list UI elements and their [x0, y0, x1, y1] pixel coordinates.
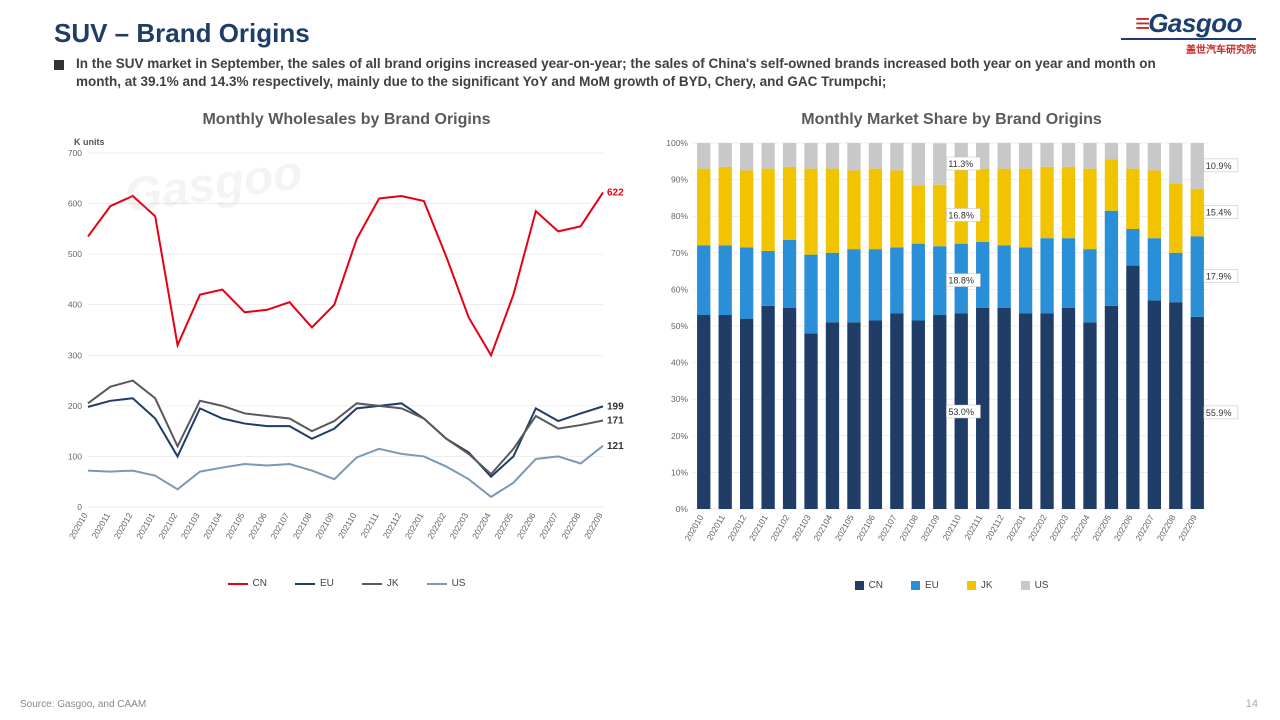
svg-text:202206: 202206 [1112, 513, 1135, 543]
svg-text:80%: 80% [671, 212, 688, 222]
svg-text:202107: 202107 [876, 513, 899, 543]
svg-text:171: 171 [607, 416, 624, 427]
svg-text:100%: 100% [666, 138, 688, 148]
svg-text:202012: 202012 [726, 513, 749, 543]
svg-text:202110: 202110 [940, 513, 963, 542]
svg-text:15.4%: 15.4% [1206, 208, 1232, 218]
svg-text:202109: 202109 [919, 513, 942, 543]
svg-text:60%: 60% [671, 285, 688, 295]
svg-text:202102: 202102 [156, 511, 179, 541]
svg-text:202201: 202201 [403, 511, 426, 541]
svg-text:20%: 20% [671, 431, 688, 441]
svg-text:202106: 202106 [246, 511, 269, 541]
svg-text:202202: 202202 [1026, 513, 1049, 543]
svg-text:600: 600 [68, 199, 82, 209]
svg-text:202011: 202011 [704, 513, 727, 542]
footer-source: Source: Gasgoo, and CAAM [20, 699, 146, 710]
svg-text:202205: 202205 [1090, 513, 1113, 543]
svg-text:202104: 202104 [811, 513, 834, 543]
svg-text:202110: 202110 [336, 511, 359, 540]
bullet-square-icon [54, 60, 64, 70]
svg-text:202010: 202010 [683, 513, 706, 543]
svg-text:202207: 202207 [537, 511, 560, 541]
line-chart-wholesales: Monthly Wholesales by Brand Origins K un… [54, 111, 639, 591]
svg-text:202108: 202108 [897, 513, 920, 543]
svg-text:202201: 202201 [1004, 513, 1027, 543]
svg-text:16.8%: 16.8% [948, 211, 974, 221]
svg-text:202202: 202202 [425, 511, 448, 541]
svg-text:202105: 202105 [224, 511, 247, 541]
svg-text:202112: 202112 [381, 511, 404, 540]
page-title: SUV – Brand Origins [54, 18, 1242, 49]
svg-text:53.0%: 53.0% [948, 407, 974, 417]
svg-text:300: 300 [68, 351, 82, 361]
svg-text:700: 700 [68, 148, 82, 158]
svg-text:70%: 70% [671, 248, 688, 258]
bar-chart-legend: CNEUJKUS [659, 580, 1244, 591]
svg-text:202203: 202203 [1047, 513, 1070, 543]
svg-text:202111: 202111 [962, 513, 984, 542]
svg-text:121: 121 [607, 441, 624, 452]
summary-bullet: In the SUV market in September, the sale… [54, 55, 1242, 91]
svg-text:0: 0 [77, 502, 82, 512]
svg-text:199: 199 [607, 402, 624, 413]
footer-page-number: 14 [1246, 698, 1258, 710]
bar-chart-title: Monthly Market Share by Brand Origins [659, 111, 1244, 129]
svg-text:202011: 202011 [90, 511, 113, 540]
svg-text:202205: 202205 [492, 511, 515, 541]
svg-text:202107: 202107 [268, 511, 291, 541]
line-chart-title: Monthly Wholesales by Brand Origins [54, 111, 639, 129]
svg-text:30%: 30% [671, 395, 688, 405]
svg-text:10.9%: 10.9% [1206, 161, 1232, 171]
svg-text:90%: 90% [671, 175, 688, 185]
svg-text:202104: 202104 [201, 511, 224, 541]
svg-text:202109: 202109 [313, 511, 336, 541]
line-chart-legend: CNEUJKUS [54, 578, 639, 589]
bar-chart-market-share: Monthly Market Share by Brand Origins 0%… [659, 111, 1244, 591]
line-chart-svg: 0 100 200 300 400 500 600 700 202010202011202012… [54, 147, 639, 567]
svg-text:202101: 202101 [747, 513, 770, 543]
logo-subtitle: 盖世汽车研究院 [1121, 41, 1256, 56]
svg-text:202010: 202010 [67, 511, 90, 541]
svg-text:500: 500 [68, 250, 82, 260]
svg-text:202103: 202103 [179, 511, 202, 541]
svg-text:202204: 202204 [470, 511, 493, 541]
svg-text:202112: 202112 [983, 513, 1006, 542]
svg-text:202206: 202206 [515, 511, 538, 541]
svg-text:202108: 202108 [291, 511, 314, 541]
svg-text:50%: 50% [671, 321, 688, 331]
svg-text:202203: 202203 [448, 511, 471, 541]
svg-text:11.3%: 11.3% [948, 159, 973, 169]
svg-text:202204: 202204 [1069, 513, 1092, 543]
svg-text:202208: 202208 [1155, 513, 1178, 543]
svg-text:622: 622 [607, 188, 624, 199]
svg-text:55.9%: 55.9% [1206, 408, 1232, 418]
svg-text:202111: 202111 [359, 511, 381, 540]
svg-text:200: 200 [68, 401, 82, 411]
svg-text:10%: 10% [671, 468, 688, 478]
svg-text:18.8%: 18.8% [948, 276, 974, 286]
svg-text:40%: 40% [671, 358, 688, 368]
svg-text:100: 100 [68, 452, 82, 462]
svg-text:202102: 202102 [768, 513, 791, 543]
line-chart-y-unit: K units [74, 137, 639, 147]
svg-text:202207: 202207 [1133, 513, 1156, 543]
svg-text:202101: 202101 [134, 511, 157, 541]
svg-text:202012: 202012 [112, 511, 135, 541]
svg-text:0%: 0% [676, 504, 689, 514]
summary-text: In the SUV market in September, the sale… [76, 55, 1202, 91]
svg-text:202105: 202105 [833, 513, 856, 543]
svg-text:202209: 202209 [582, 511, 605, 541]
svg-text:202106: 202106 [854, 513, 877, 543]
gasgoo-logo: ≡Gasgoo 盖世汽车研究院 [1121, 10, 1256, 56]
svg-text:202209: 202209 [1176, 513, 1199, 543]
svg-text:202103: 202103 [790, 513, 813, 543]
bar-chart-svg: 0%10%20%30%40%50%60%70%80%90%100%2020102… [659, 137, 1244, 569]
logo-text: Gasgoo [1148, 8, 1242, 38]
svg-text:400: 400 [68, 300, 82, 310]
svg-text:17.9%: 17.9% [1206, 272, 1232, 282]
svg-text:202208: 202208 [559, 511, 582, 541]
